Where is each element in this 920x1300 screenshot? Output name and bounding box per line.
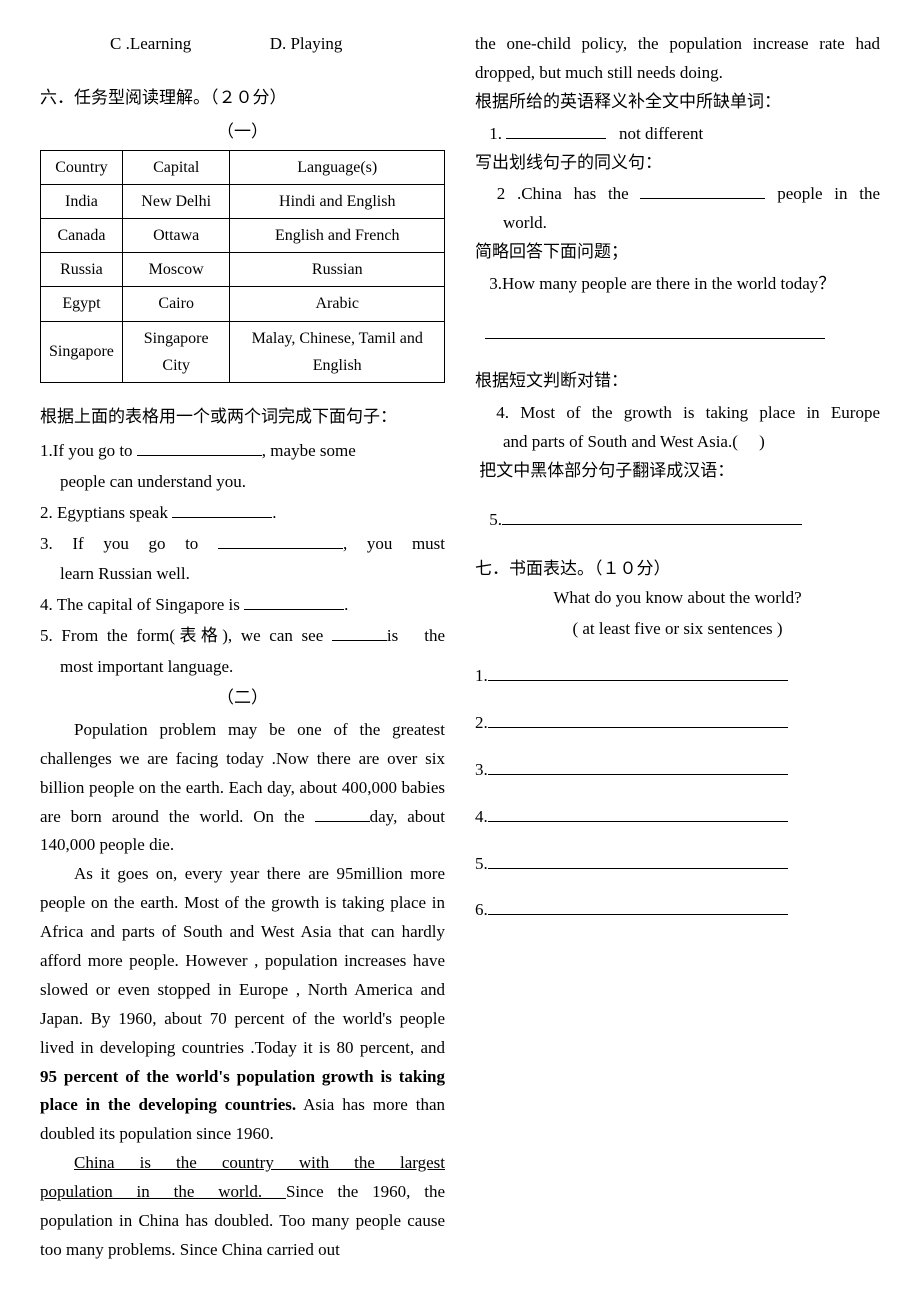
table-cell: Arabic xyxy=(230,287,445,321)
table-cell: Canada xyxy=(41,219,123,253)
r-q2-cont: world. xyxy=(475,209,880,238)
table-cell: Malay, Chinese, Tamil and English xyxy=(230,321,445,382)
table-cell: Cairo xyxy=(122,287,230,321)
writing-line-1: 1. xyxy=(475,662,880,691)
blank[interactable] xyxy=(506,122,606,139)
section-7: 七．书面表达。（１０分） What do you know about the … xyxy=(475,555,880,925)
table-header: Country xyxy=(41,150,123,184)
blank[interactable] xyxy=(488,898,788,915)
passage-cont-text: the one-child policy, the population inc… xyxy=(475,30,880,88)
r-q1: 1. not different xyxy=(475,120,880,149)
table-row: Egypt Cairo Arabic xyxy=(41,287,445,321)
writing-line-2: 2. xyxy=(475,709,880,738)
table-cell: Hindi and English xyxy=(230,184,445,218)
section-7-title: 七．书面表达。（１０分） xyxy=(475,555,880,584)
blank[interactable] xyxy=(502,508,802,525)
q1-2: 2. Egyptians speak . xyxy=(40,499,445,528)
answer-choices: C .Learning D. Playing xyxy=(40,30,445,59)
writing-line-6: 6. xyxy=(475,896,880,925)
inst-1: 根据所给的英语释义补全文中所缺单词： xyxy=(475,88,880,117)
blank[interactable] xyxy=(244,593,344,610)
q1-5-cont: most important language. xyxy=(40,653,445,682)
table-cell: Russian xyxy=(230,253,445,287)
choice-c: C .Learning xyxy=(110,34,191,53)
writing-prompt-2: ( at least five or six sentences ) xyxy=(475,615,880,644)
table-cell: English and French xyxy=(230,219,445,253)
passage-p2: As it goes on, every year there are 95mi… xyxy=(40,860,445,1149)
blank[interactable] xyxy=(218,532,343,549)
table-cell: Ottawa xyxy=(122,219,230,253)
inst-4: 根据短文判断对错： xyxy=(475,367,880,396)
blank[interactable] xyxy=(315,805,370,822)
inst-3: 简略回答下面问题； xyxy=(475,238,880,267)
r-q4-cont: and parts of South and West Asia.( ) xyxy=(475,428,880,457)
r-q4: 4. Most of the growth is taking place in… xyxy=(475,399,880,428)
passage-p1: Population problem may be one of the gre… xyxy=(40,716,445,860)
part-1-label: （一） xyxy=(40,118,445,147)
table-header: Language(s) xyxy=(230,150,445,184)
r-q3: 3.How many people are there in the world… xyxy=(475,270,880,299)
table-cell: New Delhi xyxy=(122,184,230,218)
blank[interactable] xyxy=(640,182,765,199)
q1-1-cont: people can understand you. xyxy=(40,468,445,497)
passage-p3: China is the country with the largest po… xyxy=(40,1149,445,1265)
table-row: Russia Moscow Russian xyxy=(41,253,445,287)
table-cell: Russia xyxy=(41,253,123,287)
q1-3: 3. If you go to , you must xyxy=(40,530,445,559)
table-cell: Moscow xyxy=(122,253,230,287)
blank[interactable] xyxy=(488,805,788,822)
passage-cont: the one-child policy, the population inc… xyxy=(475,30,880,88)
table-cell: India xyxy=(41,184,123,218)
blank[interactable] xyxy=(332,624,387,641)
part1-instruction: 根据上面的表格用一个或两个词完成下面句子： xyxy=(40,403,445,432)
writing-line-4: 4. xyxy=(475,803,880,832)
table-cell: Singapore City xyxy=(122,321,230,382)
inst-5: 把文中黑体部分句子翻译成汉语： xyxy=(475,457,880,486)
table-cell: Singapore xyxy=(41,321,123,382)
inst-2: 写出划线句子的同义句： xyxy=(475,149,880,178)
writing-line-3: 3. xyxy=(475,756,880,785)
section-6-title: 六．任务型阅读理解。（２０分） xyxy=(40,84,445,113)
table-header-row: Country Capital Language(s) xyxy=(41,150,445,184)
passage: Population problem may be one of the gre… xyxy=(40,716,445,1265)
writing-line-5: 5. xyxy=(475,850,880,879)
blank[interactable] xyxy=(488,711,788,728)
country-table: Country Capital Language(s) India New De… xyxy=(40,150,445,383)
choice-d: D. Playing xyxy=(270,34,343,53)
left-column: C .Learning D. Playing 六．任务型阅读理解。（２０分） （… xyxy=(40,30,445,1270)
blank[interactable] xyxy=(488,758,788,775)
q1-4: 4. The capital of Singapore is . xyxy=(40,591,445,620)
blank[interactable] xyxy=(172,501,272,518)
blank[interactable] xyxy=(488,664,788,681)
table-cell: Egypt xyxy=(41,287,123,321)
blank[interactable] xyxy=(488,852,788,869)
part-2-label: （二） xyxy=(40,684,445,713)
r-q5: 5. xyxy=(475,506,880,535)
right-column: the one-child policy, the population inc… xyxy=(475,30,880,1270)
r-q3-blank xyxy=(475,320,880,349)
q1-5: 5. From the form(表格), we can see is the xyxy=(40,622,445,651)
q1-1: 1.If you go to , maybe some xyxy=(40,437,445,466)
table-row: Canada Ottawa English and French xyxy=(41,219,445,253)
blank[interactable] xyxy=(485,322,825,339)
blank[interactable] xyxy=(137,439,262,456)
q1-3-cont: learn Russian well. xyxy=(40,560,445,589)
r-q2: 2 .China has the people in the xyxy=(475,180,880,209)
writing-prompt-1: What do you know about the world? xyxy=(475,584,880,613)
table-row: Singapore Singapore City Malay, Chinese,… xyxy=(41,321,445,382)
table-row: India New Delhi Hindi and English xyxy=(41,184,445,218)
table-header: Capital xyxy=(122,150,230,184)
